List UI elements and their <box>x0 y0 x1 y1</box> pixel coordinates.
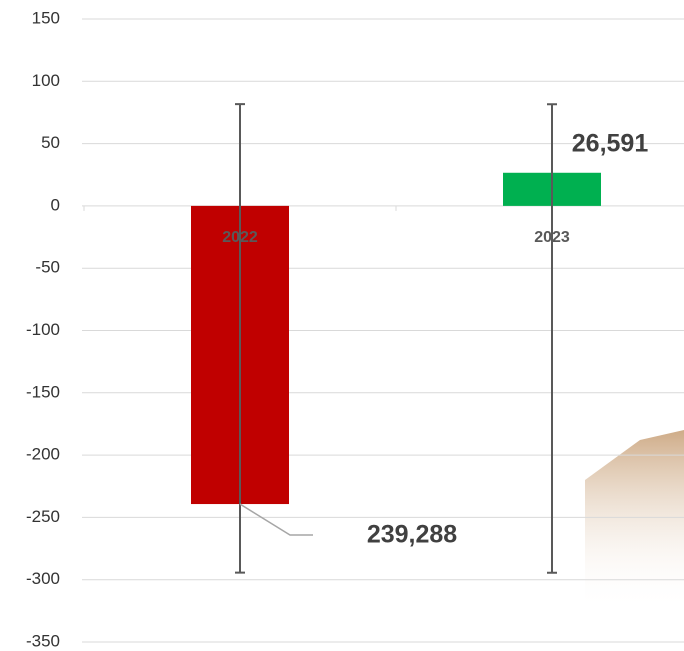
y-tick-label: 100 <box>32 71 60 90</box>
chart: -350 -300 -250 -200 -150 -100 -50 0 50 100 150 202… <box>0 0 684 651</box>
y-tick-label: -200 <box>26 445 60 464</box>
y-tick-label: 50 <box>41 133 60 152</box>
y-tick-label: -300 <box>26 569 60 588</box>
y-tick-label: -100 <box>26 320 60 339</box>
y-tick-label: -150 <box>26 382 60 401</box>
data-label: 26,591 <box>572 129 649 157</box>
leader-line <box>240 504 313 535</box>
y-tick-label: 150 <box>32 8 60 27</box>
background-image <box>585 430 684 610</box>
y-tick-label: -350 <box>26 631 60 650</box>
y-tick-label: -50 <box>35 258 60 277</box>
data-label: 239,288 <box>367 521 457 549</box>
y-tick-label: -250 <box>26 507 60 526</box>
y-tick-label: 0 <box>51 195 60 214</box>
